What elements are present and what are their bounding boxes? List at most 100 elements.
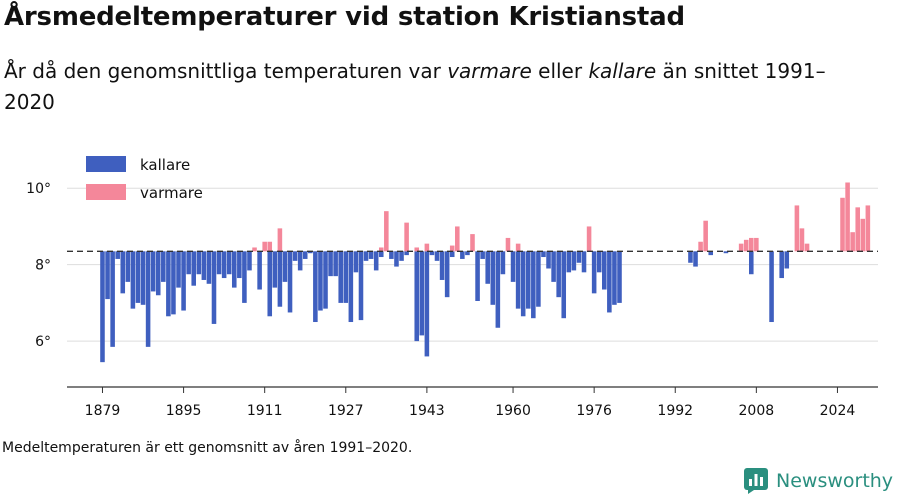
colder-bar: [302, 251, 308, 259]
colder-bar: [333, 251, 338, 277]
warmer-bar: [855, 207, 861, 252]
colder-bar: [607, 251, 612, 313]
x-tick-label: 1943: [409, 403, 445, 419]
colder-bar: [414, 251, 420, 342]
colder-bar: [211, 251, 217, 324]
warmer-bar: [252, 247, 257, 252]
warmer-bar: [738, 243, 744, 252]
colder-bar: [424, 251, 430, 357]
warmer-bar: [799, 228, 805, 252]
colder-bar: [617, 251, 622, 303]
colder-bar: [257, 251, 262, 290]
warmer-bar: [743, 239, 749, 252]
legend: kallare varmare: [86, 156, 203, 202]
subtitle-warm-word: varmare: [447, 59, 532, 83]
colder-bar: [581, 251, 587, 273]
colder-bar: [500, 251, 506, 275]
subtitle-cold-word: kallare: [588, 59, 657, 83]
colder-bar: [531, 251, 536, 319]
colder-bar: [368, 251, 374, 259]
colder-bar: [449, 251, 455, 258]
x-tick-label: 2024: [820, 403, 856, 419]
colder-bar: [612, 251, 617, 305]
colder-bar: [318, 251, 323, 311]
warmer-bar: [850, 232, 855, 252]
colder-bar: [520, 251, 526, 317]
brand-name: Newsworthy: [776, 470, 894, 492]
x-tick-label: 1992: [657, 403, 693, 419]
colder-bar: [323, 251, 328, 309]
colder-bar: [566, 251, 572, 273]
warmer-bar: [414, 247, 420, 252]
colder-bar: [556, 251, 561, 298]
warmer-bar: [754, 237, 759, 252]
warmer-bar: [749, 237, 754, 252]
colder-bar: [541, 251, 546, 258]
colder-bar: [161, 251, 166, 282]
colder-bar: [135, 251, 141, 303]
colder-bar: [145, 251, 151, 347]
colder-bar: [277, 251, 283, 307]
chart-title: Årsmedeltemperaturer vid station Kristia…: [4, 2, 685, 32]
colder-bar: [267, 251, 273, 317]
warmer-bar: [384, 211, 389, 252]
colder-bar: [389, 251, 394, 259]
colder-bar: [196, 251, 202, 275]
colder-bar: [120, 251, 126, 294]
legend-swatch-warmer: [86, 184, 126, 200]
colder-bar: [206, 251, 212, 284]
colder-bar: [576, 251, 582, 263]
y-tick-label: 10°: [26, 181, 51, 197]
colder-bar: [221, 251, 227, 279]
colder-bar: [460, 251, 465, 259]
warmer-bar: [698, 241, 703, 252]
temperature-bar-chart: 6° 8° 10° 1879 1895 1911 1927 1943 1960 1976 1992 2…: [26, 156, 878, 419]
colder-bar: [708, 251, 714, 256]
colder-bar: [353, 251, 359, 273]
colder-bar: [419, 251, 425, 336]
colder-bar: [181, 251, 186, 311]
colder-bar: [186, 251, 191, 275]
colder-bar: [515, 251, 521, 309]
colder-bar: [201, 251, 207, 280]
colder-bar: [429, 251, 435, 256]
colder-bar: [602, 251, 607, 290]
colder-bar: [237, 251, 242, 279]
colder-bar: [571, 251, 577, 271]
subtitle-part3: än snittet 1991–2020: [4, 59, 826, 114]
colder-bar: [495, 251, 501, 328]
colder-bar: [363, 251, 369, 261]
colder-bar: [378, 251, 384, 258]
newsworthy-logo-icon: [744, 468, 768, 494]
warmer-bar: [703, 220, 708, 252]
colder-bar: [688, 251, 693, 263]
warmer-bar: [840, 197, 845, 252]
colder-bar: [125, 251, 131, 282]
warmer-bar: [845, 182, 850, 252]
colder-bar: [465, 251, 470, 256]
colder-bar: [525, 251, 531, 309]
colder-bar: [130, 251, 136, 309]
colder-bar: [591, 251, 597, 294]
colder-bar: [216, 251, 222, 275]
colder-bar: [546, 251, 551, 269]
colder-bar: [769, 251, 774, 323]
footnote: Medeltemperaturen är ett genomsnitt av å…: [2, 440, 413, 456]
warmer-bar: [262, 241, 267, 252]
warmer-bar: [455, 226, 460, 252]
colder-bar: [373, 251, 379, 271]
colder-bar: [561, 251, 567, 319]
colder-bar: [272, 251, 278, 288]
x-tick-label: 1879: [85, 403, 121, 419]
colder-bar: [115, 251, 120, 259]
colder-bar: [100, 251, 105, 363]
subtitle-part2: eller: [531, 59, 589, 83]
colder-bar: [723, 251, 729, 254]
colder-bar: [399, 251, 404, 261]
colder-bar: [242, 251, 247, 303]
colder-bar: [490, 251, 496, 305]
colder-bar: [171, 251, 176, 315]
warmer-bar: [860, 218, 866, 252]
colder-bar: [226, 251, 232, 275]
x-tick-label: 1911: [247, 403, 283, 419]
